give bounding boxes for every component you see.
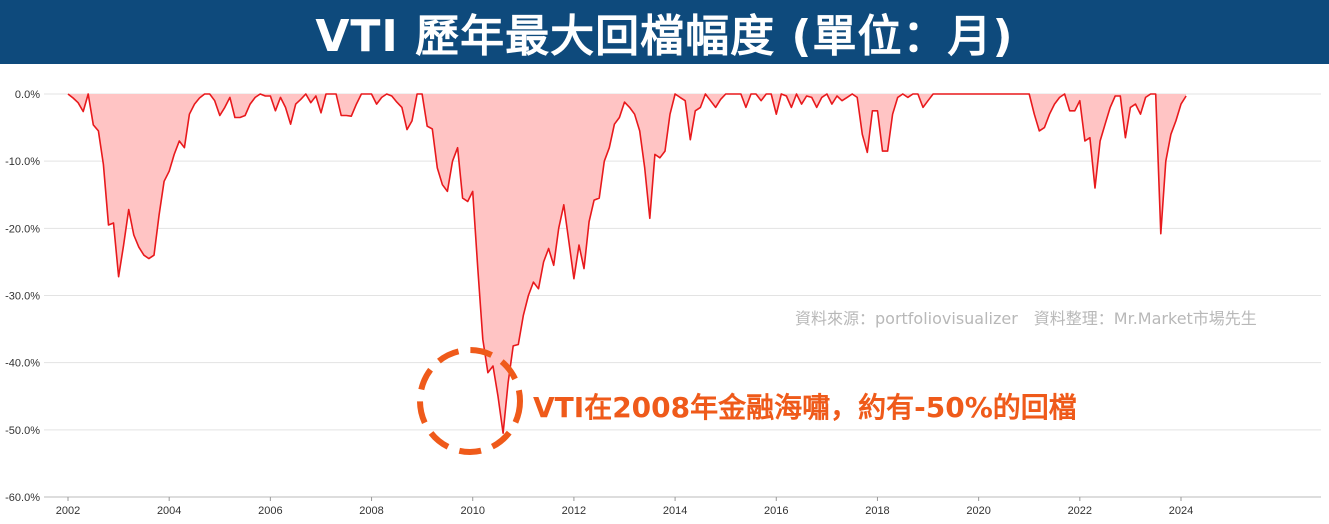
x-tick-label: 2020 — [966, 505, 990, 517]
drawdown-area — [67, 93, 1187, 435]
grid-lines — [44, 93, 1321, 498]
x-tick-label: 2004 — [157, 505, 181, 517]
x-tick-label: 2024 — [1169, 505, 1193, 517]
y-tick-label: -20.0% — [5, 223, 40, 235]
chart-title: VTI 歷年最大回檔幅度 (單位：月) — [315, 11, 1014, 62]
x-tick-label: 2010 — [460, 505, 484, 517]
x-tick-label: 2008 — [359, 505, 383, 517]
y-tick-label: 0.0% — [15, 89, 40, 101]
y-tick-label: -30.0% — [5, 291, 40, 303]
y-tick-label: -40.0% — [5, 358, 40, 370]
title-banner: VTI 歷年最大回檔幅度 (單位：月) — [0, 0, 1329, 64]
x-tick-label: 2002 — [56, 505, 80, 517]
y-tick-label: -50.0% — [5, 425, 40, 437]
x-tick-label: 2006 — [258, 505, 282, 517]
y-tick-label: -60.0% — [5, 492, 40, 504]
x-tick-label: 2016 — [764, 505, 788, 517]
source-note: 資料來源：portfoliovisualizer 資料整理：Mr.Market市… — [795, 309, 1257, 328]
drawdown-area-fill — [68, 94, 1187, 434]
highlight-circle — [417, 347, 523, 455]
x-tick-label: 2022 — [1068, 505, 1092, 517]
drawdown-series-line — [67, 93, 1187, 435]
annotation-callout: VTI在2008年金融海嘯，約有-50%的回檔 — [533, 391, 1077, 424]
x-tick-label: 2018 — [865, 505, 889, 517]
y-tick-label: -10.0% — [5, 156, 40, 168]
x-tick-label: 2012 — [562, 505, 586, 517]
y-axis-ticks: 0.0% -10.0% -20.0% -30.0% -40.0% -50.0% -60.0% — [5, 89, 40, 504]
x-tick-label: 2014 — [663, 505, 687, 517]
x-axis-ticks: 2002 2004 2006 2008 2010 2012 2014 2016 2018 2020… — [44, 496, 1321, 517]
